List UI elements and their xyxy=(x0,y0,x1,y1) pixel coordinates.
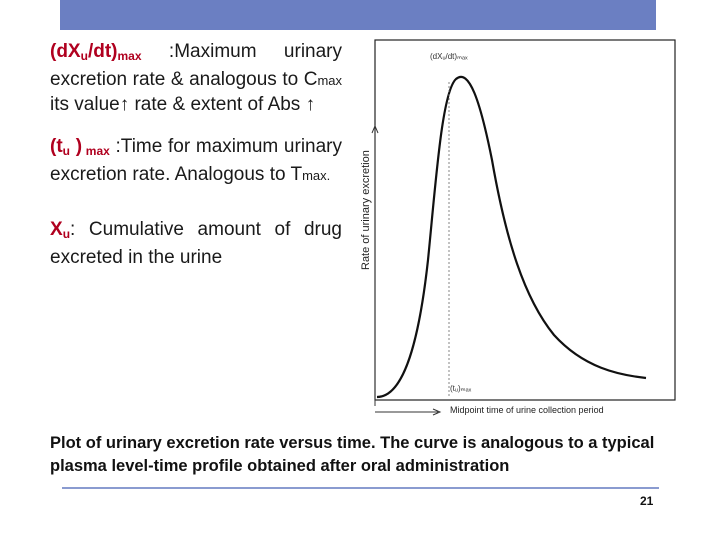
term: (dX xyxy=(50,41,81,62)
definitions-column: (dXu/dt)max :Maximum urinary excretion r… xyxy=(50,40,342,288)
tmax-label: (tᵤ)ₘₐₓ xyxy=(450,384,472,393)
description-sub: max. xyxy=(302,168,331,183)
excretion-rate-plot: (dXᵤ/dt)ₘₐₓ (tᵤ)ₘₐₓ Midpoint time of uri… xyxy=(360,39,676,416)
figure-caption: Plot of urinary excretion rate versus ti… xyxy=(50,434,655,475)
header-bar xyxy=(60,0,656,30)
x-axis-label: Midpoint time of urine collection period xyxy=(450,405,604,415)
x-arrowhead xyxy=(432,408,442,416)
definition-time-max: (tu ) max :Time for maximum urinary excr… xyxy=(50,135,342,188)
description-sub: max xyxy=(317,73,342,88)
term-tail-sub: max xyxy=(117,49,142,63)
term-tail: /dt) xyxy=(87,41,118,62)
term-sub: u xyxy=(62,144,70,158)
y-arrowhead xyxy=(371,124,379,134)
definition-max-rate: (dXu/dt)max :Maximum urinary excretion r… xyxy=(50,40,342,117)
plot-frame xyxy=(374,39,676,401)
description: :Time for maximum urinary excretion rate… xyxy=(50,136,342,185)
page-number: 21 xyxy=(640,494,654,508)
description: :Maximum urinary excretion rate & analog… xyxy=(50,41,342,90)
description-tail: its value↑ rate & extent of Abs ↑ xyxy=(50,94,316,115)
footer-rule xyxy=(62,487,659,489)
excretion-rate-figure: (dXᵤ/dt)ₘₐₓ (tᵤ)ₘₐₓ Midpoint time of uri… xyxy=(354,30,684,430)
term-sub: u xyxy=(62,227,71,241)
term-tail-sub: max xyxy=(82,144,110,158)
y-axis-label: Rate of urinary excretion xyxy=(360,150,372,270)
excretion-curve xyxy=(376,75,647,399)
term-sub: u xyxy=(80,49,88,63)
description: : Cumulative amount of drug excreted in … xyxy=(50,219,342,268)
term-tail: ) xyxy=(70,136,83,157)
term: (t xyxy=(50,136,63,157)
term: X xyxy=(50,219,63,240)
peak-label: (dXᵤ/dt)ₘₐₓ xyxy=(430,52,468,61)
definition-cumulative: Xu: Cumulative amount of drug excreted i… xyxy=(50,218,342,270)
